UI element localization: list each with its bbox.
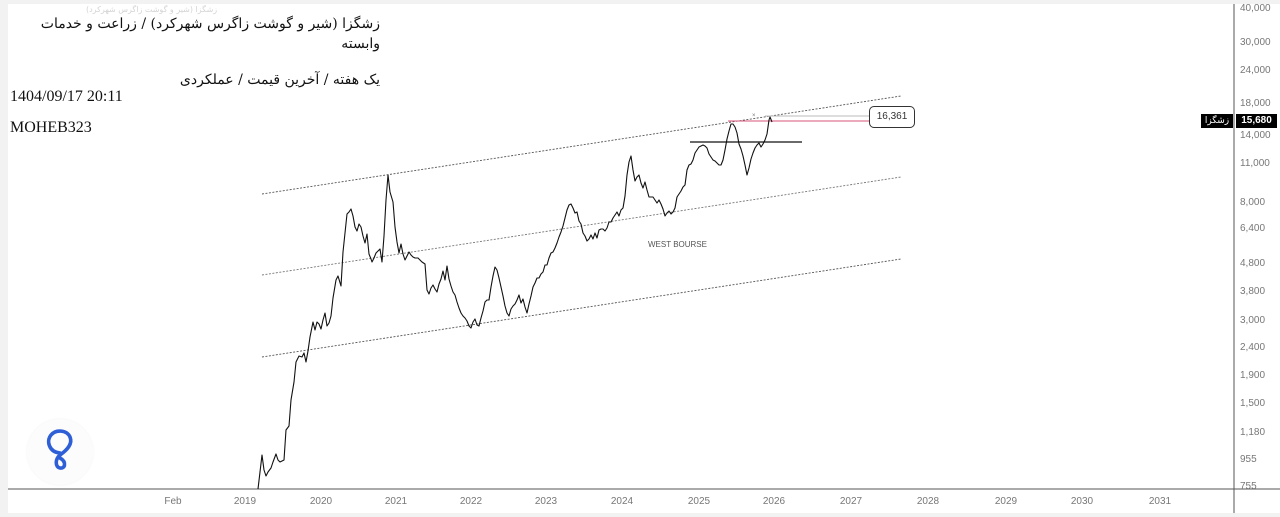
time-tick: 2024 bbox=[610, 496, 634, 507]
time-tick: 2022 bbox=[459, 496, 483, 507]
watermark-text: زشگزا (شیر و گوشت زاگرس شهرکرد) bbox=[86, 5, 218, 14]
time-tick: 2026 bbox=[762, 496, 786, 507]
time-tick: 2028 bbox=[916, 496, 940, 507]
price-tick: 18,000 bbox=[1240, 98, 1271, 109]
price-tick: 955 bbox=[1240, 454, 1257, 465]
logo-icon bbox=[46, 429, 73, 470]
author-name: MOHEB323 bbox=[10, 119, 92, 136]
chart-frame bbox=[8, 4, 1280, 513]
price-tick: 2,400 bbox=[1240, 342, 1266, 353]
price-tick: 1,900 bbox=[1240, 370, 1266, 381]
symbol-tag: زشگزا bbox=[1201, 114, 1233, 128]
timestamp: 1404/09/17 20:11 bbox=[10, 88, 123, 105]
price-tick: 1,500 bbox=[1240, 398, 1266, 409]
price-tick: 6,400 bbox=[1240, 223, 1266, 234]
price-tick: 14,000 bbox=[1240, 130, 1271, 141]
chart-title-block: زشگزا (شیر و گوشت زاگرس شهرکرد) / زراعت … bbox=[8, 14, 380, 90]
chart-subtitle: یک هفته / آخرین قیمت / عملکردی bbox=[179, 72, 380, 88]
peak-marker: × bbox=[752, 113, 756, 119]
price-tick: 4,800 bbox=[1240, 258, 1266, 269]
price-tick: 11,000 bbox=[1240, 158, 1270, 169]
time-tick: Feb bbox=[164, 496, 182, 507]
price-tick: 8,000 bbox=[1240, 197, 1266, 208]
time-tick: 2027 bbox=[839, 496, 863, 507]
price-tick: 3,800 bbox=[1240, 286, 1266, 297]
price-tick: 1,180 bbox=[1240, 427, 1266, 438]
time-tick: 2031 bbox=[1148, 496, 1172, 507]
time-tick: 2030 bbox=[1070, 496, 1094, 507]
price-callout[interactable]: 16,361 bbox=[869, 106, 915, 128]
west-bourse-label: WEST BOURSE bbox=[648, 240, 707, 249]
time-tick: 2020 bbox=[309, 496, 333, 507]
app-logo[interactable] bbox=[27, 419, 93, 485]
channel-lower-line[interactable] bbox=[261, 258, 902, 358]
channel-upper-line[interactable] bbox=[261, 95, 902, 195]
price-tick: 30,000 bbox=[1240, 37, 1271, 48]
price-tick: 755 bbox=[1240, 481, 1257, 492]
time-tick: 2023 bbox=[534, 496, 558, 507]
price-tick: 24,000 bbox=[1240, 65, 1271, 76]
time-tick: 2021 bbox=[384, 496, 408, 507]
price-line[interactable] bbox=[257, 116, 773, 490]
price-tick: 3,000 bbox=[1240, 315, 1266, 326]
time-tick: 2025 bbox=[687, 496, 711, 507]
time-tick: 2019 bbox=[233, 496, 257, 507]
chart-title: زشگزا (شیر و گوشت زاگرس شهرکرد) / زراعت … bbox=[40, 16, 380, 52]
time-tick: 2029 bbox=[994, 496, 1018, 507]
price-tick: 40,000 bbox=[1240, 3, 1271, 14]
last-price-tag: 15,680 bbox=[1236, 114, 1277, 128]
